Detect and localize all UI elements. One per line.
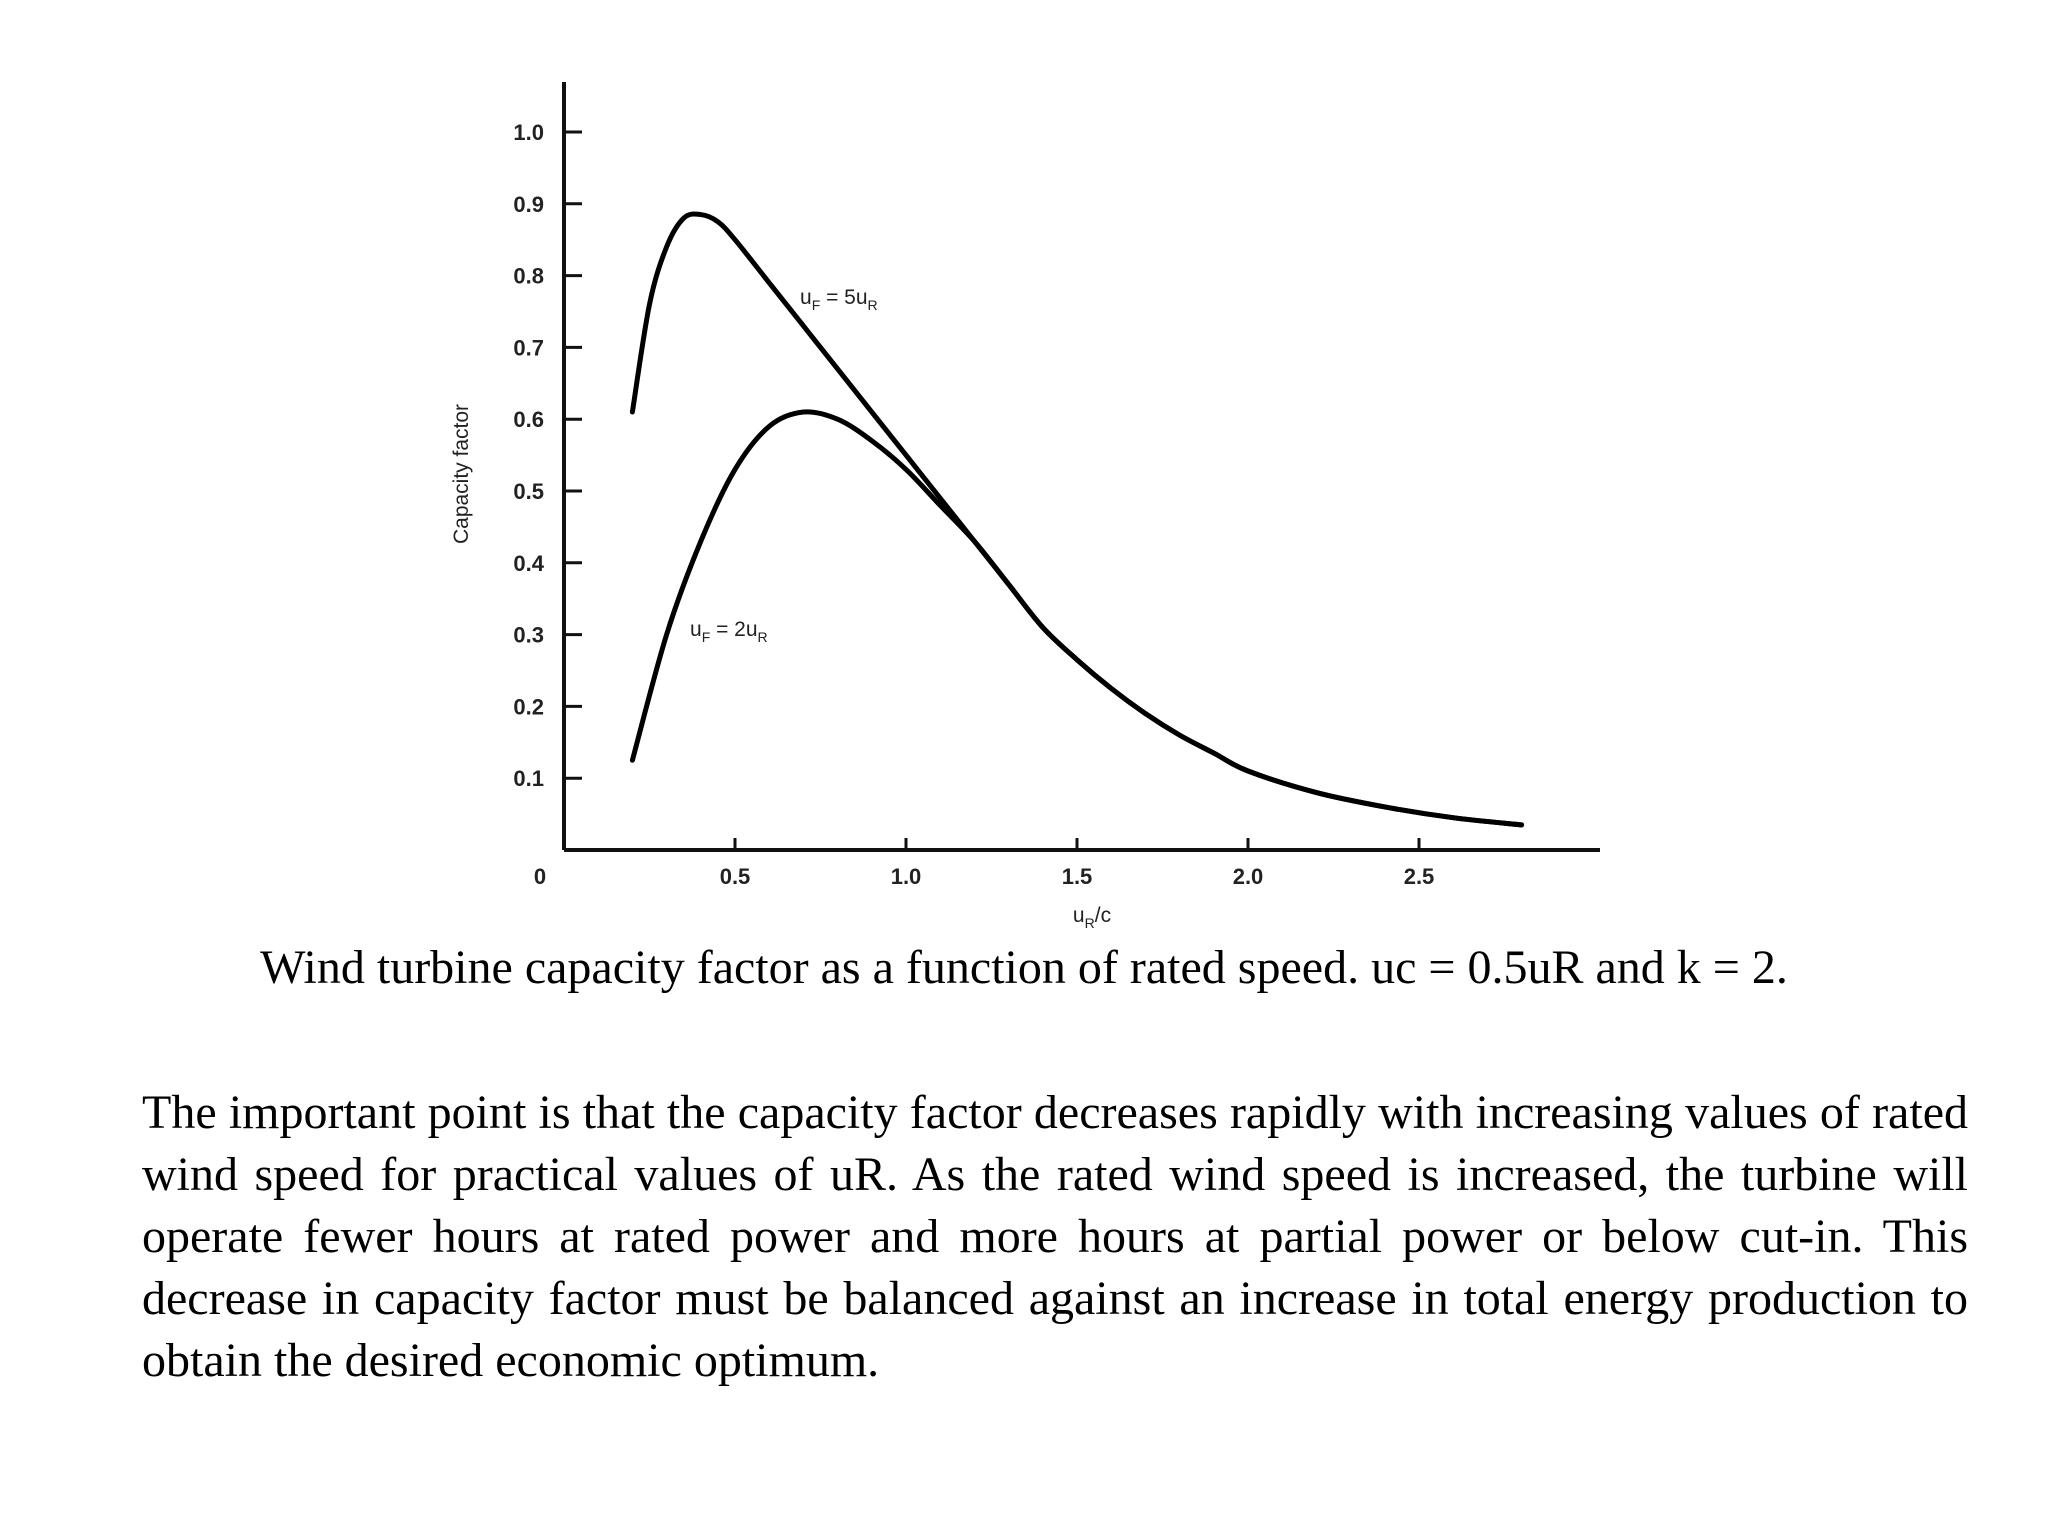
series-line-uf-2ur xyxy=(629,409,1525,828)
x-axis-ticks: 0 0.5 1.0 1.5 2.0 2.5 xyxy=(534,838,1434,889)
figure-caption: Wind turbine capacity factor as a functi… xyxy=(260,941,1788,994)
x-axis-label: uR/c xyxy=(1073,904,1111,931)
y-tick-label: 0.6 xyxy=(513,407,544,432)
capacity-factor-chart: 0.1 0.2 0.3 0.4 0.5 0.6 0.7 0.8 0.9 1.0 0 0.5 1.0 1.… xyxy=(450,82,1600,931)
series-label-uf-5ur: uF = 5uR xyxy=(800,286,878,313)
x-tick-label: 0.5 xyxy=(720,864,751,889)
x-tick-label: 0 xyxy=(534,864,546,889)
body-paragraph: The important point is that the capacity… xyxy=(142,1086,1968,1387)
y-tick-label: 0.1 xyxy=(513,766,544,791)
chart-axes xyxy=(562,82,1600,852)
series-line-uf-5ur xyxy=(629,211,1525,828)
y-axis-ticks: 0.1 0.2 0.3 0.4 0.5 0.6 0.7 0.8 0.9 1.0 xyxy=(513,120,582,791)
y-axis-label: Capacity factor xyxy=(450,404,473,544)
y-tick-label: 0.2 xyxy=(513,694,544,719)
y-tick-label: 0.9 xyxy=(513,192,544,217)
x-tick-label: 1.5 xyxy=(1062,864,1093,889)
y-tick-label: 0.3 xyxy=(513,623,544,648)
y-tick-label: 1.0 xyxy=(513,120,544,145)
y-tick-label: 0.4 xyxy=(513,551,544,576)
x-tick-label: 2.5 xyxy=(1404,864,1435,889)
y-tick-label: 0.5 xyxy=(513,479,544,504)
series-lines xyxy=(629,211,1525,828)
x-tick-label: 2.0 xyxy=(1233,864,1264,889)
y-tick-label: 0.7 xyxy=(513,335,544,360)
x-tick-label: 1.0 xyxy=(891,864,922,889)
y-tick-label: 0.8 xyxy=(513,264,544,289)
series-label-uf-2ur: uF = 2uR xyxy=(690,618,768,645)
series-labels: uF = 5uR uF = 2uR xyxy=(690,286,878,645)
